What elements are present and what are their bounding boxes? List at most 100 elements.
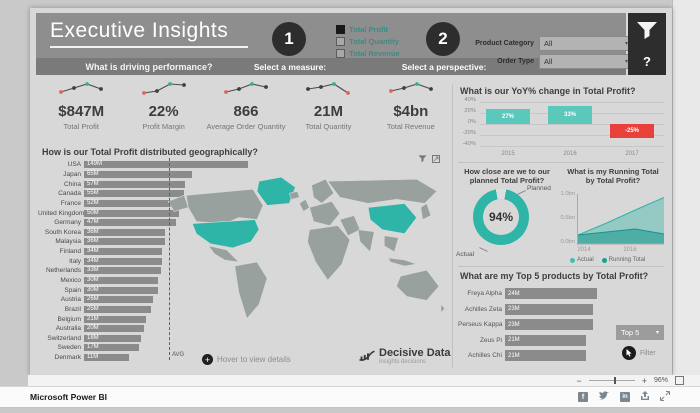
visual-header-icons: [418, 150, 440, 168]
facebook-share-icon[interactable]: f: [578, 392, 588, 402]
profit-bar[interactable]: 25M: [84, 305, 152, 313]
map-country-usa[interactable]: [191, 219, 260, 249]
checkbox-icon[interactable]: [336, 25, 345, 34]
zoom-toolbar: − + 96%: [28, 375, 700, 386]
bar-value-label: 30M: [87, 277, 99, 283]
profit-bar[interactable]: 34M: [84, 248, 163, 256]
top5-filter-button[interactable]: Filter: [622, 346, 656, 360]
measure-option[interactable]: Total Profit: [336, 25, 400, 34]
top5-dropdown[interactable]: Top 5 ▾: [616, 325, 664, 340]
profit-bar[interactable]: 30M: [84, 286, 158, 294]
bar-value-label: 36M: [87, 238, 99, 245]
zoom-slider-handle[interactable]: [613, 377, 616, 384]
map-region-se-asia[interactable]: [384, 235, 399, 253]
map-country-greenland[interactable]: [256, 176, 296, 206]
twitter-share-icon[interactable]: [598, 388, 610, 406]
map-country-india[interactable]: [357, 229, 375, 253]
geo-bar-row: Sweden 17M: [38, 343, 268, 353]
profit-bar[interactable]: 149M: [84, 161, 248, 169]
profit-bar[interactable]: 26M: [84, 296, 153, 304]
profit-bar[interactable]: 20M: [84, 325, 145, 333]
profit-bar[interactable]: 50M: [84, 209, 179, 217]
profit-bar[interactable]: 30M: [84, 277, 158, 284]
profit-bar[interactable]: 18M: [84, 334, 141, 342]
fullscreen-icon[interactable]: [660, 388, 670, 406]
product-bar[interactable]: 21M: [505, 350, 586, 362]
kpi-card[interactable]: $847M Total Profit: [40, 80, 122, 138]
map-country-new-zealand[interactable]: [440, 303, 446, 314]
section-divider: [458, 162, 664, 163]
geo-bar-row: Malaysia 36M: [38, 237, 268, 247]
map-region-alaska[interactable]: [167, 194, 189, 212]
yoy-bar[interactable]: -25%: [610, 124, 654, 138]
product-bar[interactable]: 21M: [505, 334, 586, 346]
visual-filter-icon[interactable]: [418, 150, 427, 168]
map-country-russia[interactable]: [327, 178, 438, 204]
actual-leader-line: [479, 247, 488, 252]
focus-mode-icon[interactable]: [432, 150, 440, 168]
filter-pane-button[interactable]: ?: [628, 13, 666, 75]
product-category-label: Product Category: [475, 40, 534, 47]
funnel-icon: [636, 22, 658, 45]
plan-donut-chart[interactable]: 94%: [473, 189, 529, 245]
order-type-dropdown[interactable]: All ▾: [539, 54, 633, 69]
measure-option[interactable]: Total Quantity: [336, 37, 400, 46]
kpi-card[interactable]: 866 Average Order Quantity: [205, 80, 287, 138]
map-country-uk[interactable]: [299, 198, 310, 212]
map-country-iceland[interactable]: [288, 190, 300, 200]
legend-item: Actual: [570, 257, 594, 263]
map-country-china[interactable]: [367, 203, 418, 235]
zoom-in-icon[interactable]: +: [641, 375, 647, 386]
product-bar[interactable]: 23M: [505, 303, 594, 315]
zoom-out-icon[interactable]: −: [576, 375, 582, 386]
profit-bar[interactable]: 47M: [84, 219, 177, 227]
geo-bar-row: South Korea 36M: [38, 227, 268, 237]
kpi-value: $847M: [58, 103, 105, 120]
kpi-card[interactable]: 22% Profit Margin: [122, 80, 204, 138]
product-category-dropdown[interactable]: All ▾: [539, 36, 633, 51]
map-country-japan[interactable]: [420, 202, 432, 221]
yoy-bar[interactable]: 27%: [486, 109, 530, 124]
map-region-south-america[interactable]: [234, 261, 268, 320]
fit-to-page-icon[interactable]: [675, 376, 684, 385]
map-region-africa[interactable]: [307, 225, 351, 281]
map-country-canada[interactable]: [185, 188, 264, 224]
profit-bar[interactable]: 55M: [84, 190, 184, 198]
kpi-card[interactable]: 21M Total Quantity: [287, 80, 369, 138]
map-country-indonesia[interactable]: [387, 257, 417, 267]
geo-bar-row: USA 149M: [38, 160, 268, 170]
checkbox-icon[interactable]: [336, 49, 345, 58]
measure-option[interactable]: Total Revenue: [336, 49, 400, 58]
map-region-scandinavia[interactable]: [311, 178, 335, 204]
profit-bar[interactable]: 33M: [84, 267, 162, 275]
profit-bar[interactable]: 52M: [84, 199, 181, 207]
step-2-badge: 2: [426, 22, 460, 56]
profit-bar[interactable]: 11M: [84, 354, 129, 362]
zoom-slider[interactable]: [588, 377, 635, 384]
product-bar[interactable]: 23M: [505, 319, 594, 331]
kpi-card[interactable]: $4bn Total Revenue: [370, 80, 452, 138]
linkedin-share-icon[interactable]: in: [620, 392, 630, 402]
bar-value-label: 55M: [87, 190, 99, 197]
map-region-europe[interactable]: [309, 201, 341, 226]
profit-bar[interactable]: 17M: [84, 344, 140, 352]
profit-bar[interactable]: 65M: [84, 170, 193, 178]
profit-bar[interactable]: 36M: [84, 228, 165, 236]
country-label: Spain: [64, 286, 81, 294]
running-area-chart[interactable]: [577, 194, 665, 251]
profit-bar[interactable]: 36M: [84, 238, 165, 246]
share-icon[interactable]: [640, 388, 650, 406]
zoom-plus-icon[interactable]: +: [202, 354, 213, 365]
map-country-mexico[interactable]: [207, 245, 240, 263]
checkbox-icon[interactable]: [336, 37, 345, 46]
help-button[interactable]: ?: [643, 54, 651, 69]
profit-bar[interactable]: 57M: [84, 180, 186, 188]
map-country-australia[interactable]: [396, 269, 440, 301]
product-bar[interactable]: 24M: [505, 288, 597, 300]
profit-bar[interactable]: 34M: [84, 257, 163, 265]
geo-bar-row: Denmark 11M: [38, 353, 268, 363]
bar-value-label: 30M: [87, 286, 99, 293]
geo-bar-row: Australia 20M: [38, 324, 268, 334]
profit-bar[interactable]: 21M: [84, 315, 146, 323]
yoy-bar[interactable]: 33%: [548, 105, 592, 124]
